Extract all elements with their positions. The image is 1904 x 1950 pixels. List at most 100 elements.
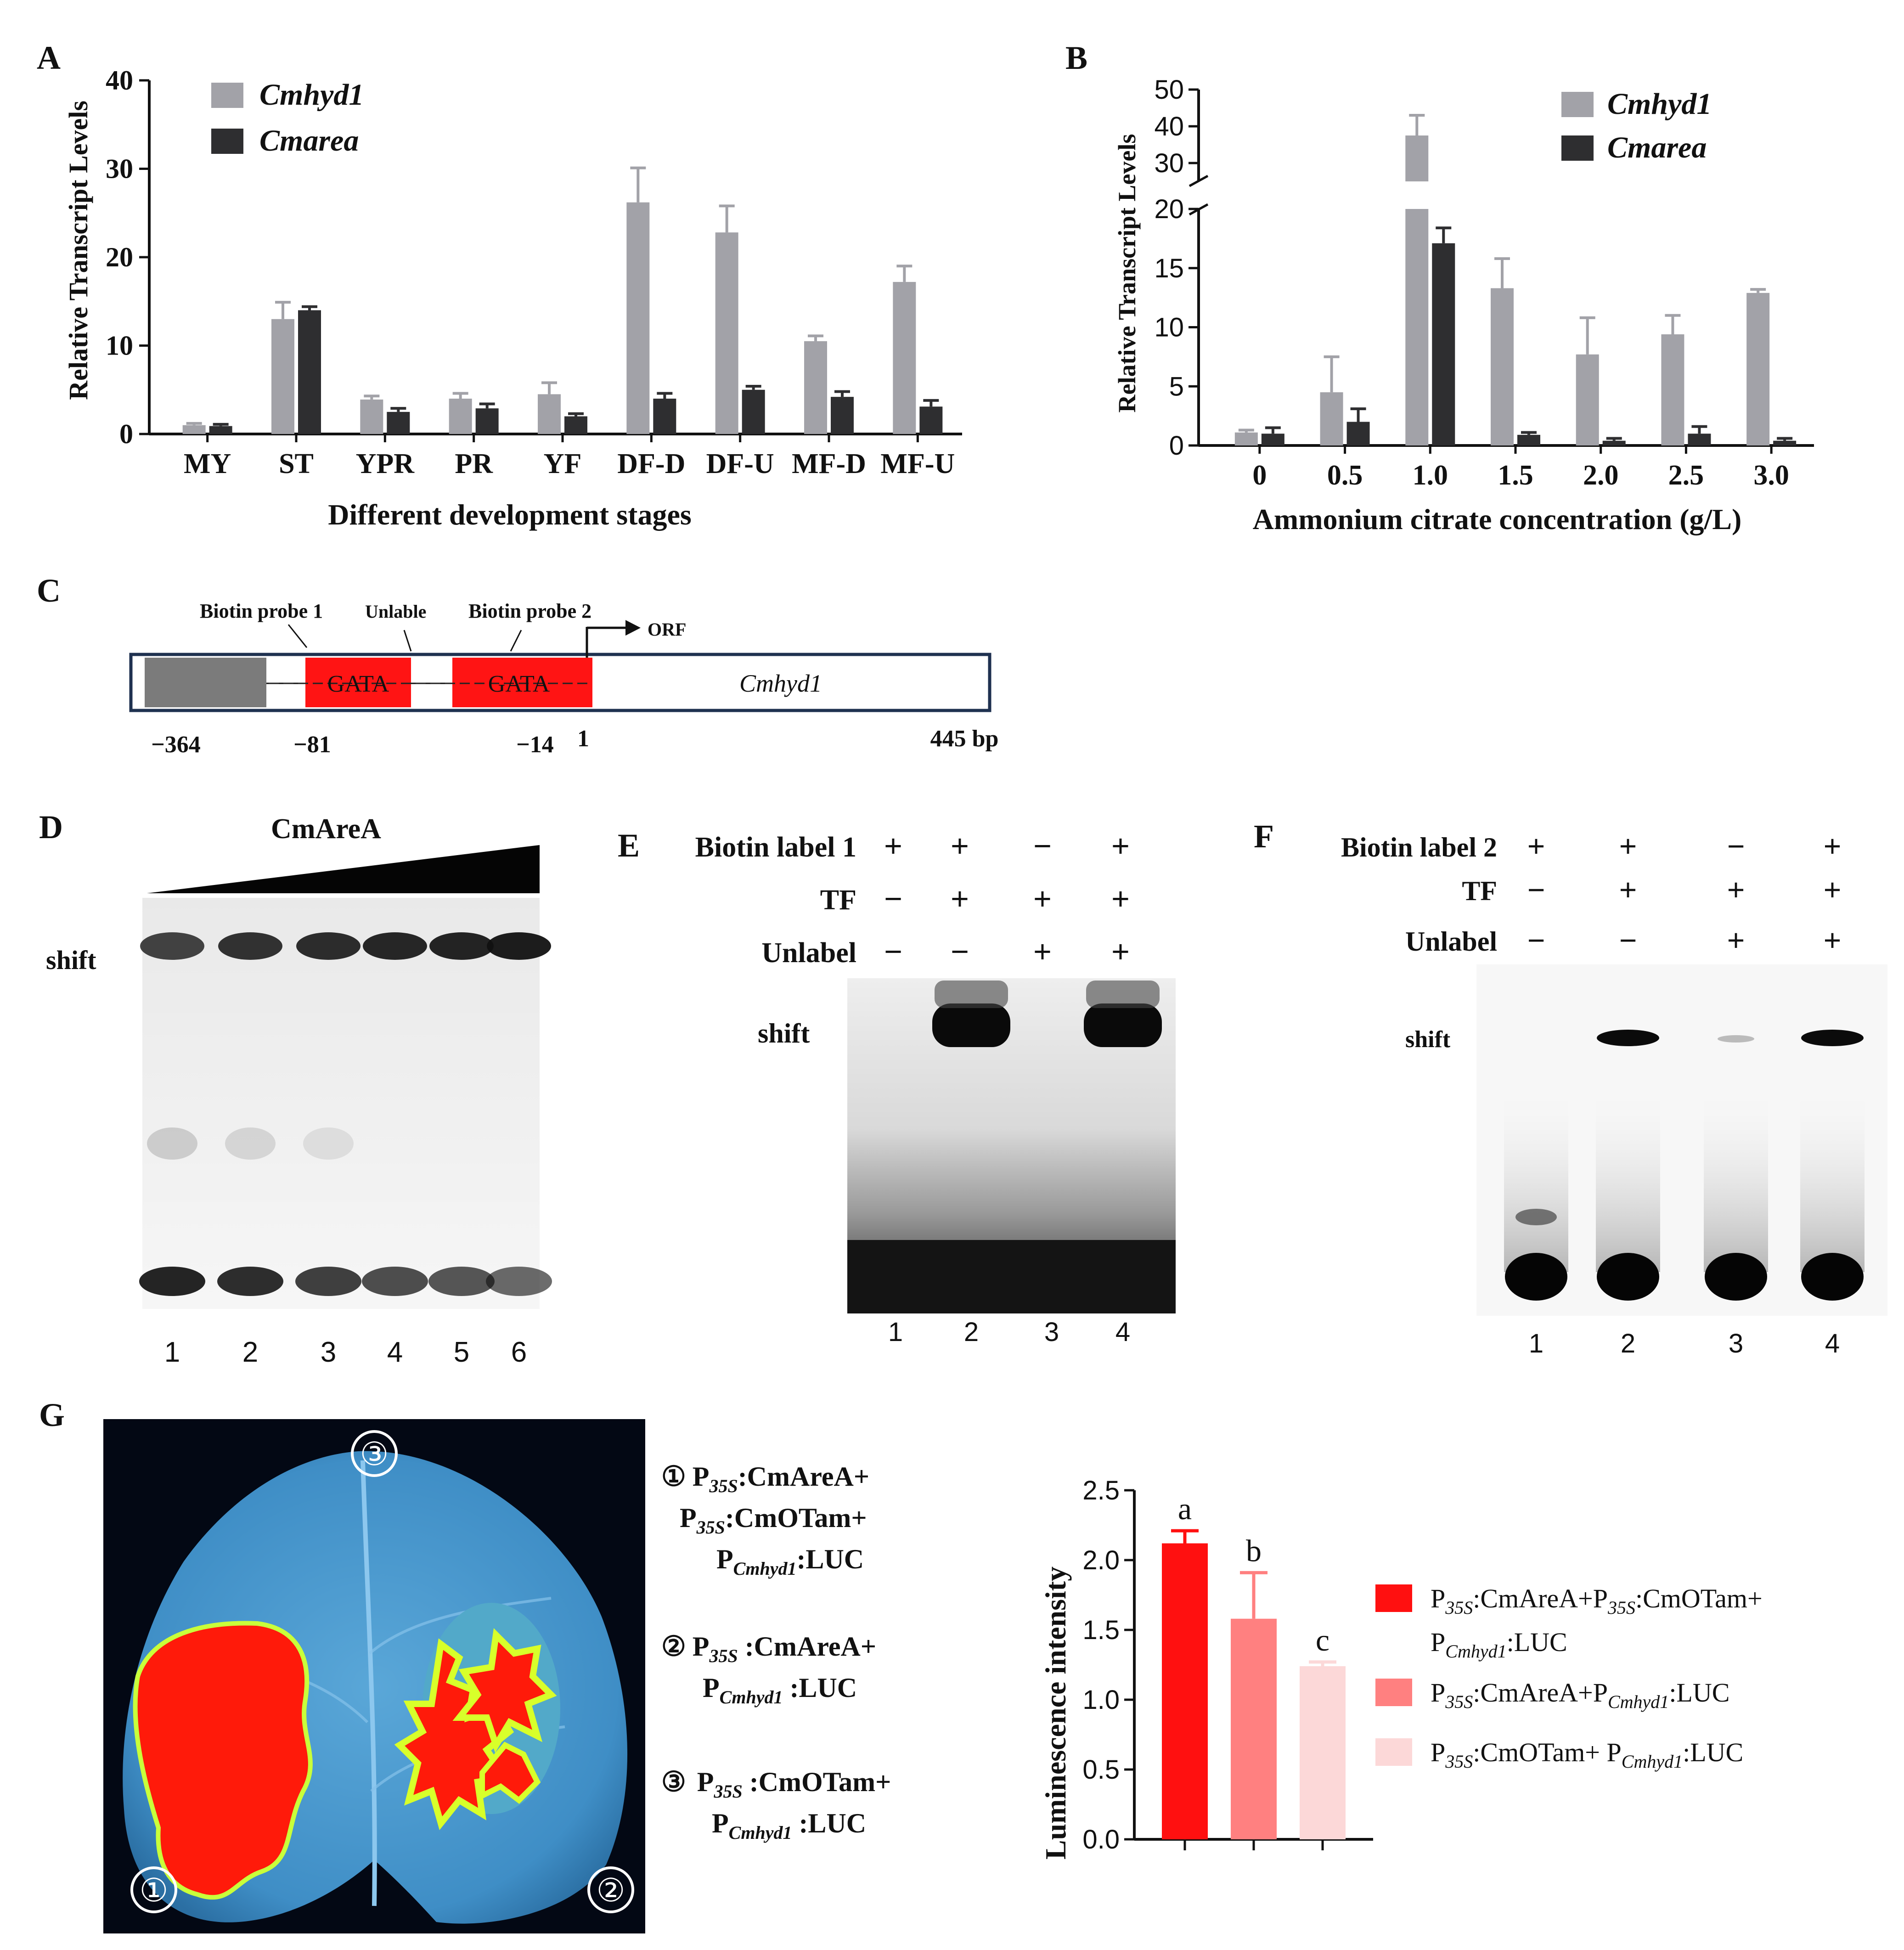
panel-e: E Biotin label 1 + + − +TF − + + +Unlabel − − + + sh… bbox=[618, 827, 1176, 1347]
panel-letter-c: C bbox=[37, 572, 61, 609]
pos-445: 445 bp bbox=[930, 726, 999, 752]
y-tick-label: 0.0 bbox=[1082, 1825, 1120, 1854]
panel-f: F Biotin label 2 + + − +TF − + + +Unlabel − − + + sh… bbox=[1254, 818, 1887, 1358]
y-tick-label: 1.0 bbox=[1082, 1685, 1120, 1715]
x-tick-label: DF-D bbox=[617, 448, 685, 479]
bar-cmhyd1 bbox=[538, 394, 561, 434]
panel-letter-f: F bbox=[1254, 818, 1274, 855]
svg-text:③: ③ bbox=[360, 1436, 389, 1472]
region-1-signal bbox=[133, 1621, 313, 1900]
y-tick-label: 10 bbox=[1154, 313, 1184, 343]
condition-sign: + bbox=[1111, 934, 1130, 969]
construct-3: ③ P35S :CmOTam+ PCmhyd1 :LUC bbox=[661, 1767, 891, 1843]
unlable-pointer bbox=[403, 630, 412, 652]
shift-band bbox=[363, 932, 427, 960]
chart-g: 0.0 0.5 1.0 1.5 2.0 2.5 a b c bbox=[1082, 1476, 1373, 1854]
condition-sign: − bbox=[1033, 828, 1052, 863]
bar-cmarea bbox=[1602, 440, 1626, 445]
svg-text:②: ② bbox=[597, 1872, 625, 1908]
lane-number: 6 bbox=[511, 1336, 527, 1368]
leaf-midrib bbox=[361, 1460, 377, 1906]
axis-break-mark bbox=[1189, 175, 1209, 187]
x-tick-label: PR bbox=[455, 448, 493, 479]
legend-swatch bbox=[1561, 92, 1594, 117]
lane-number: 3 bbox=[321, 1336, 336, 1368]
shift-band bbox=[429, 932, 494, 960]
leaf-marker-3: ③ bbox=[351, 1430, 398, 1477]
condition-sign: + bbox=[1619, 829, 1637, 863]
row-label: TF bbox=[1462, 876, 1497, 906]
probe2-label: Biotin probe 2 bbox=[468, 600, 591, 622]
gata-label-1: GATA bbox=[327, 671, 389, 697]
bar-cmarea bbox=[1261, 434, 1284, 445]
free-probe-band bbox=[217, 1267, 283, 1296]
x-tick-label: 2.0 bbox=[1583, 460, 1619, 491]
bar-cmhyd1 bbox=[1234, 432, 1258, 445]
bar-cmarea bbox=[564, 416, 587, 434]
bar-cmhyd1 bbox=[271, 319, 294, 434]
well-smear bbox=[935, 981, 1008, 1008]
row-label: Biotin label 2 bbox=[1341, 832, 1497, 862]
bar-cmarea bbox=[1773, 440, 1797, 445]
bar-cmhyd1 bbox=[1320, 392, 1343, 445]
pos-81: −81 bbox=[293, 732, 331, 758]
lane-number: 5 bbox=[454, 1336, 469, 1368]
bar-cmhyd1 bbox=[715, 232, 738, 434]
legend-label: Cmarea bbox=[259, 124, 359, 158]
construct-list: ① P35S:CmAreA+ P35S:CmOTam+ PCmhyd1:LUC ②… bbox=[661, 1461, 891, 1843]
free-probe-band bbox=[1597, 1253, 1659, 1301]
bar-cmhyd1 bbox=[626, 202, 650, 434]
pos-14: −14 bbox=[516, 732, 554, 758]
svg-text:P35S:CmOTam+: P35S:CmOTam+ bbox=[680, 1503, 867, 1538]
x-tick-label: MF-U bbox=[880, 448, 955, 479]
condition-sign: − bbox=[1527, 873, 1545, 907]
lane-smear bbox=[1800, 1079, 1865, 1272]
faint-shift-band bbox=[1718, 1035, 1754, 1043]
bar-cmhyd1 bbox=[1491, 288, 1514, 445]
free-probe-band bbox=[1705, 1253, 1767, 1301]
faint-band bbox=[147, 1127, 197, 1160]
free-probe-band bbox=[847, 1240, 1176, 1313]
grey-region bbox=[145, 658, 266, 707]
lane-number: 3 bbox=[1044, 1317, 1059, 1347]
faint-band bbox=[303, 1127, 354, 1160]
significance-letter: a bbox=[1178, 1491, 1192, 1526]
shift-band bbox=[1801, 1030, 1864, 1046]
bar-cmhyd1 bbox=[182, 425, 206, 434]
faint-band bbox=[225, 1127, 276, 1160]
y-tick-label: 1.5 bbox=[1082, 1615, 1120, 1645]
y-tick-label: 0 bbox=[1169, 431, 1184, 461]
bar-cmarea bbox=[475, 408, 499, 434]
legend-label-line2: PCmhyd1:LUC bbox=[1431, 1627, 1567, 1662]
bar-cmhyd1 bbox=[1746, 293, 1770, 445]
gata-label-2: GATA bbox=[488, 671, 550, 697]
lane-number: 1 bbox=[888, 1317, 903, 1347]
panel-d: D CmAreA shift 1 2 3 4 5 6 bbox=[39, 809, 552, 1368]
condition-sign: + bbox=[951, 828, 969, 863]
pos-364: −364 bbox=[151, 732, 201, 758]
panel-b: B 0 5 10 15 20 30 40 50 0 0.5 1.0 1.5 2.0 2.5 3.0 Cmhyd… bbox=[1065, 39, 1814, 535]
shift-band bbox=[1084, 1003, 1162, 1047]
svg-text:PCmhyd1 :LUC: PCmhyd1 :LUC bbox=[712, 1808, 866, 1843]
row-label: Unlabel bbox=[1405, 926, 1497, 957]
legend-swatch bbox=[1561, 135, 1594, 161]
free-probe-band bbox=[486, 1267, 552, 1296]
free-probe-band bbox=[362, 1267, 428, 1296]
lane-1-band bbox=[1515, 1209, 1557, 1225]
condition-sign: + bbox=[1527, 829, 1545, 863]
svg-text:PCmhyd1 :LUC: PCmhyd1 :LUC bbox=[703, 1673, 857, 1708]
condition-sign: − bbox=[1619, 923, 1637, 957]
gel-d bbox=[142, 898, 540, 1309]
lane-number: 1 bbox=[1529, 1329, 1543, 1358]
bar-cmarea bbox=[387, 411, 410, 434]
condition-sign: + bbox=[951, 881, 969, 916]
probe1-pointer bbox=[287, 624, 308, 648]
pos-1: 1 bbox=[577, 726, 589, 752]
panel-letter-g: G bbox=[39, 1397, 65, 1433]
bar-cmhyd1 bbox=[893, 282, 916, 434]
legend-swatch bbox=[1375, 1584, 1412, 1612]
lane-number: 4 bbox=[1825, 1329, 1840, 1358]
condition-sign: + bbox=[1033, 881, 1052, 916]
